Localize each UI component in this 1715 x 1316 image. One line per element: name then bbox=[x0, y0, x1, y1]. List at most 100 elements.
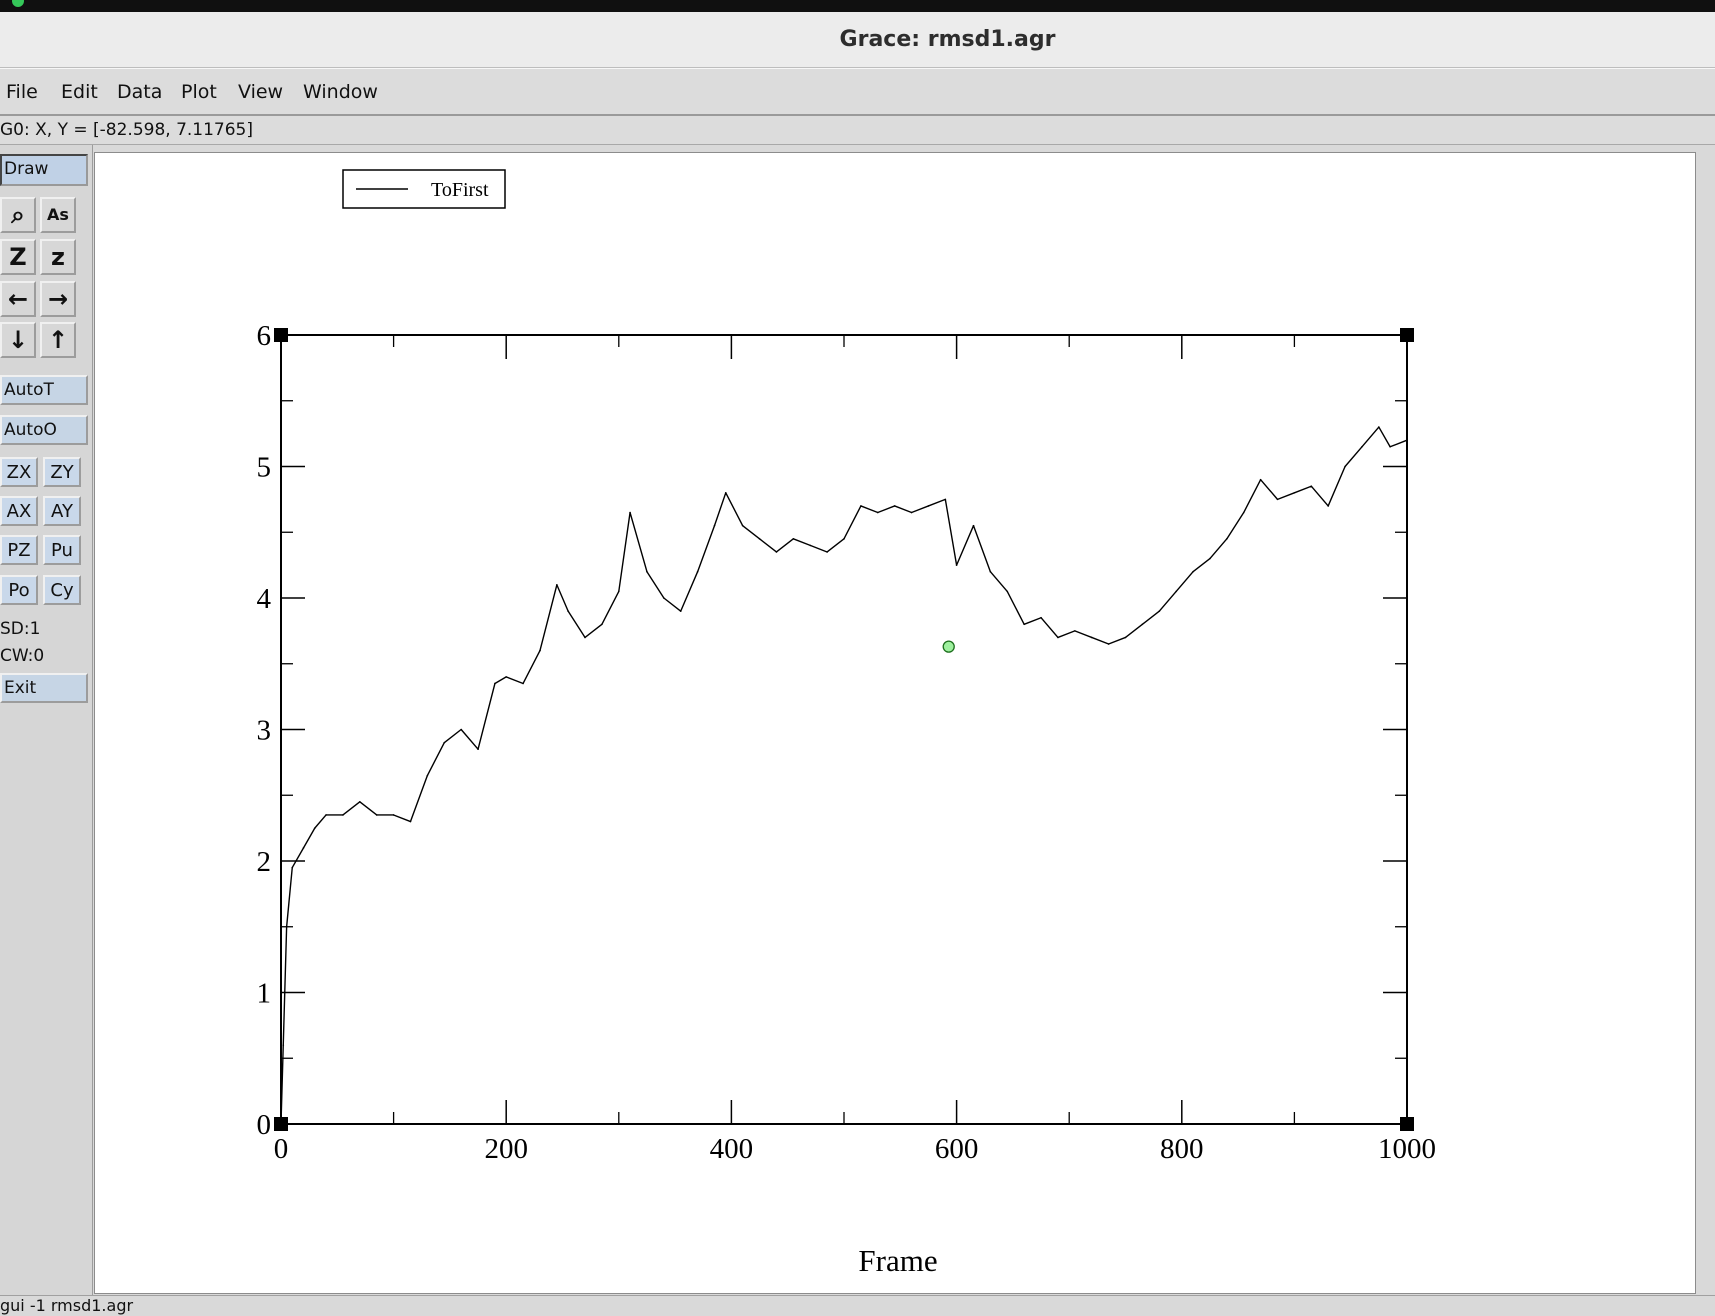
series-point bbox=[1378, 426, 1380, 428]
series-point bbox=[1209, 557, 1211, 560]
menu-window[interactable]: Window bbox=[303, 81, 378, 103]
sd-status: SD:1 bbox=[0, 619, 41, 639]
scroll-right-button[interactable]: → bbox=[40, 281, 76, 317]
series-point bbox=[955, 564, 958, 566]
series-point bbox=[989, 570, 992, 573]
scroll-up-button[interactable]: ↑ bbox=[40, 322, 76, 358]
series-point bbox=[282, 1044, 285, 1046]
series-point bbox=[522, 682, 524, 685]
series-point bbox=[758, 538, 761, 540]
autoscale-button[interactable]: As bbox=[40, 197, 76, 233]
zoom-in-button[interactable]: Z bbox=[0, 239, 36, 275]
pu-button[interactable]: Pu bbox=[43, 535, 81, 565]
series-point bbox=[1259, 478, 1262, 481]
zoom-out-button[interactable]: z bbox=[40, 239, 76, 275]
series-point bbox=[893, 505, 896, 507]
series-point bbox=[505, 676, 508, 678]
series-point bbox=[1057, 636, 1059, 639]
zy-button[interactable]: ZY bbox=[43, 457, 81, 487]
series-point bbox=[325, 814, 327, 816]
window-status-icon bbox=[12, 0, 24, 7]
series-point bbox=[1023, 623, 1025, 626]
window-titlebar: Grace: rmsd1.agr bbox=[0, 12, 1715, 68]
series-point bbox=[1074, 630, 1076, 632]
y-tick-label: 2 bbox=[257, 846, 272, 878]
draw-button[interactable]: Draw bbox=[0, 154, 88, 186]
y-tick-label: 6 bbox=[257, 320, 272, 352]
graph-canvas[interactable]: ToFirst 0 200 400 600 800 1000 0 1 2 3 4 5 6 Frame bbox=[94, 152, 1696, 1294]
po-button[interactable]: Po bbox=[0, 575, 38, 605]
scroll-left-button[interactable]: ← bbox=[0, 281, 36, 317]
series-point bbox=[1293, 492, 1296, 494]
x-tick-label: 1000 bbox=[1378, 1133, 1436, 1165]
series-point bbox=[1226, 538, 1228, 540]
ax-button[interactable]: AX bbox=[0, 496, 38, 526]
series-point bbox=[809, 544, 812, 547]
cy-button[interactable]: Cy bbox=[43, 575, 81, 605]
series-point bbox=[556, 584, 558, 586]
series-point bbox=[409, 820, 412, 823]
series-point bbox=[1006, 590, 1009, 593]
series-point bbox=[1040, 616, 1042, 619]
series-point bbox=[392, 814, 395, 816]
line-chart: ToFirst 0 200 400 600 800 1000 0 1 2 3 4 5 6 Frame bbox=[257, 169, 1437, 1278]
zoom-in-icon: Z bbox=[9, 243, 27, 271]
exit-button[interactable]: Exit bbox=[0, 673, 88, 703]
series-point bbox=[876, 511, 879, 514]
x-tick-label: 800 bbox=[1160, 1133, 1204, 1165]
cw-status: CW:0 bbox=[0, 646, 45, 666]
series-point bbox=[696, 570, 699, 573]
menu-plot[interactable]: Plot bbox=[181, 81, 217, 103]
x-axis-label: Frame bbox=[858, 1243, 937, 1278]
series-point bbox=[375, 814, 378, 816]
series-point bbox=[1107, 643, 1110, 645]
series-point bbox=[460, 728, 462, 731]
legend-label: ToFirst bbox=[431, 179, 489, 201]
zx-button[interactable]: ZX bbox=[0, 457, 38, 487]
series-point bbox=[713, 524, 716, 527]
ay-button[interactable]: AY bbox=[43, 496, 81, 526]
y-tick-label: 5 bbox=[257, 452, 272, 484]
magnifier-icon: ⌕ bbox=[11, 201, 25, 229]
menu-file[interactable]: File bbox=[6, 81, 38, 103]
series-line-tofirst bbox=[280, 426, 1408, 1125]
series-point bbox=[539, 649, 541, 652]
menu-view[interactable]: View bbox=[238, 81, 284, 103]
locator-bar: G0: X, Y = [-82.598, 7.11765] bbox=[0, 116, 1715, 145]
series-point bbox=[724, 492, 727, 494]
series-point bbox=[291, 866, 294, 869]
series-point bbox=[618, 590, 620, 593]
series-point bbox=[280, 1123, 282, 1125]
series-point bbox=[775, 551, 778, 553]
autot-button[interactable]: AutoT bbox=[0, 375, 88, 405]
menu-data[interactable]: Data bbox=[117, 81, 163, 103]
series-point bbox=[1327, 505, 1329, 507]
series-point bbox=[843, 538, 845, 540]
y-tick-label: 4 bbox=[257, 583, 272, 615]
plot-area: 0 200 400 600 800 1000 0 1 2 3 4 5 6 bbox=[257, 320, 1437, 1165]
series-point bbox=[1406, 439, 1408, 442]
y-tick-label: 1 bbox=[257, 978, 272, 1010]
series-point bbox=[663, 597, 665, 599]
series-point bbox=[1242, 511, 1245, 514]
menu-edit[interactable]: Edit bbox=[61, 81, 98, 103]
x-tick-label: 200 bbox=[484, 1133, 528, 1165]
series-point bbox=[1389, 445, 1391, 448]
series-point bbox=[741, 524, 744, 527]
zoom-button[interactable]: ⌕ bbox=[0, 197, 36, 233]
series-point bbox=[567, 610, 569, 612]
series-point bbox=[302, 847, 305, 849]
series-point bbox=[1276, 498, 1279, 501]
as-icon: As bbox=[47, 205, 69, 224]
locator-text: G0: X, Y = [-82.598, 7.11765] bbox=[0, 120, 253, 140]
series-point bbox=[1124, 636, 1127, 639]
series-point bbox=[927, 505, 930, 507]
series-point bbox=[1192, 570, 1194, 573]
pz-button[interactable]: PZ bbox=[0, 535, 38, 565]
arrow-up-icon: ↑ bbox=[47, 326, 69, 354]
autoo-button[interactable]: AutoO bbox=[0, 415, 88, 445]
x-tick-label: 0 bbox=[274, 1133, 289, 1165]
scroll-down-button[interactable]: ↓ bbox=[0, 322, 36, 358]
y-tick-label: 0 bbox=[257, 1109, 272, 1141]
window-title: Grace: rmsd1.agr bbox=[839, 27, 1056, 52]
